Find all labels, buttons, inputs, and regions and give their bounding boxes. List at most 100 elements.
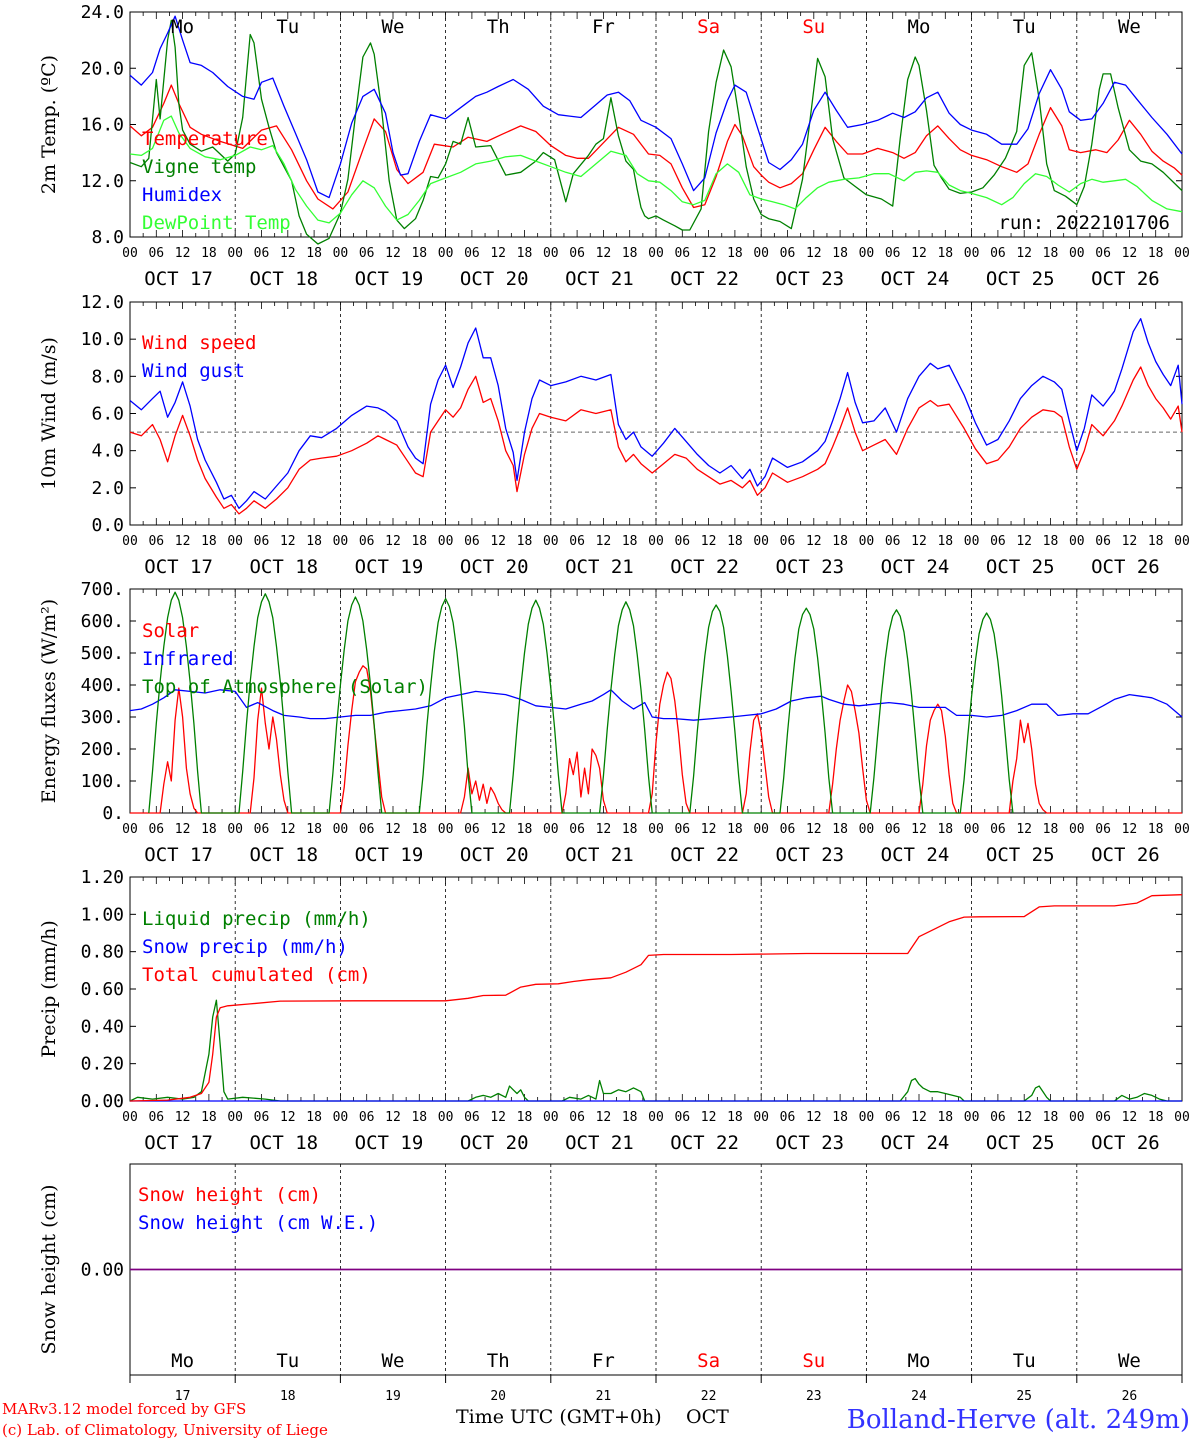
hour-tick-label: 18 <box>201 534 217 549</box>
hour-tick-label: 18 <box>832 534 848 549</box>
y-tick-label: 0. <box>102 803 124 824</box>
hour-tick-label: 12 <box>1122 822 1138 837</box>
y-tick-label: 400. <box>81 675 124 696</box>
day-name: Mo <box>171 1350 194 1372</box>
hour-tick-label: 18 <box>727 1110 743 1125</box>
hour-tick-label: 06 <box>674 534 690 549</box>
date-label: OCT 23 <box>775 1132 844 1154</box>
hour-tick-label: 06 <box>1095 246 1111 261</box>
hour-tick-label: 06 <box>780 246 796 261</box>
hour-tick-label: 06 <box>990 1110 1006 1125</box>
date-label: OCT 18 <box>249 556 318 578</box>
y-tick-label: 0.20 <box>81 1054 124 1075</box>
hour-tick-label: 06 <box>674 246 690 261</box>
legend-entry: Liquid precip (mm/h) <box>142 908 371 930</box>
hour-tick-label: 12 <box>911 246 927 261</box>
date-label: OCT 19 <box>355 268 424 290</box>
date-label: OCT 24 <box>881 556 950 578</box>
hour-tick-label: 00 <box>859 822 875 837</box>
date-label: OCT 26 <box>1091 844 1160 866</box>
hour-tick-label: 12 <box>911 822 927 837</box>
date-label: OCT 25 <box>986 556 1055 578</box>
hour-tick-label: 12 <box>490 1110 506 1125</box>
date-label: OCT 25 <box>986 1132 1055 1154</box>
legend-entry: Wind gust <box>142 360 245 382</box>
date-label: OCT 20 <box>460 556 529 578</box>
hour-tick-label: 00 <box>859 534 875 549</box>
day-number: 23 <box>806 1389 822 1404</box>
series-line-wind-speed <box>129 366 1183 515</box>
hour-tick-label: 12 <box>1016 534 1032 549</box>
y-tick-label: 500. <box>81 643 124 664</box>
hour-tick-label: 18 <box>517 534 533 549</box>
hour-tick-label: 00 <box>964 1110 980 1125</box>
day-name: We <box>382 1350 405 1372</box>
y-axis-label: Snow height (cm) <box>38 1184 60 1354</box>
hour-tick-label: 12 <box>175 246 191 261</box>
hour-tick-label: 12 <box>280 822 296 837</box>
date-label: OCT 25 <box>986 844 1055 866</box>
hour-tick-label: 06 <box>990 246 1006 261</box>
y-tick-label: 0.40 <box>81 1016 124 1037</box>
hour-tick-label: 00 <box>1174 1110 1190 1125</box>
hour-tick-label: 12 <box>1016 822 1032 837</box>
y-tick-label: 700. <box>81 579 124 600</box>
hour-tick-label: 06 <box>254 246 270 261</box>
hour-tick-label: 12 <box>490 822 506 837</box>
day-number: 22 <box>701 1389 717 1404</box>
hour-tick-label: 06 <box>254 822 270 837</box>
hour-tick-label: 18 <box>411 246 427 261</box>
date-label: OCT 24 <box>881 844 950 866</box>
date-label: OCT 24 <box>881 1132 950 1154</box>
date-label: OCT 18 <box>249 844 318 866</box>
hour-tick-label: 00 <box>227 1110 243 1125</box>
legend-entry: Snow height (cm W.E.) <box>138 1212 378 1234</box>
hour-tick-label: 12 <box>701 534 717 549</box>
legend-entry: Vigne temp <box>142 156 256 178</box>
hour-tick-label: 06 <box>148 246 164 261</box>
hour-tick-label: 06 <box>780 822 796 837</box>
series-line-solar <box>130 665 1182 814</box>
y-tick-label: 200. <box>81 739 124 760</box>
hour-tick-label: 18 <box>1043 534 1059 549</box>
series-line-total-cumulated-cm- <box>129 894 1183 1102</box>
hour-tick-label: 06 <box>885 246 901 261</box>
date-label: OCT 20 <box>460 844 529 866</box>
hour-tick-label: 18 <box>622 822 638 837</box>
hour-tick-label: 00 <box>543 534 559 549</box>
date-label: OCT 22 <box>670 268 739 290</box>
hour-tick-label: 00 <box>859 1110 875 1125</box>
date-label: OCT 20 <box>460 1132 529 1154</box>
station-label: Bolland-Herve (alt. 249m) <box>847 1405 1190 1435</box>
y-tick-label: 0.80 <box>81 942 124 963</box>
hour-tick-label: 00 <box>122 246 138 261</box>
hour-tick-label: 12 <box>806 246 822 261</box>
hour-tick-label: 00 <box>964 246 980 261</box>
day-name: Tu <box>1013 1350 1036 1372</box>
footer-lab-credit: (c) Lab. of Climatology, University of L… <box>2 1421 328 1439</box>
hour-tick-label: 06 <box>1095 534 1111 549</box>
day-name: Th <box>487 1350 510 1372</box>
day-name: Mo <box>908 1350 931 1372</box>
panel-precip: 0.00 0.20 0.40 0.60 0.80 1.00 1.20 Precip (mm/h… <box>38 867 1190 1154</box>
hour-tick-label: 00 <box>543 822 559 837</box>
date-label: OCT 22 <box>670 844 739 866</box>
hour-tick-label: 00 <box>438 1110 454 1125</box>
hour-tick-label: 00 <box>122 822 138 837</box>
hour-tick-label: 12 <box>280 534 296 549</box>
hour-tick-label: 06 <box>885 822 901 837</box>
day-name: Su <box>802 1350 825 1372</box>
hour-tick-label: 06 <box>674 1110 690 1125</box>
hour-tick-label: 00 <box>648 822 664 837</box>
date-label: OCT 23 <box>775 268 844 290</box>
date-label: OCT 18 <box>249 1132 318 1154</box>
panel-snow: 0.00 Snow height (cm) Snow height (cm) Snow… <box>38 1163 1183 1404</box>
day-name: Mo <box>908 16 931 38</box>
day-number: 24 <box>911 1389 927 1404</box>
date-label: OCT 19 <box>355 1132 424 1154</box>
hour-tick-label: 12 <box>490 246 506 261</box>
day-name: Sa <box>697 1350 720 1372</box>
hour-tick-label: 18 <box>411 822 427 837</box>
day-name: We <box>1118 16 1141 38</box>
hour-tick-label: 18 <box>306 246 322 261</box>
